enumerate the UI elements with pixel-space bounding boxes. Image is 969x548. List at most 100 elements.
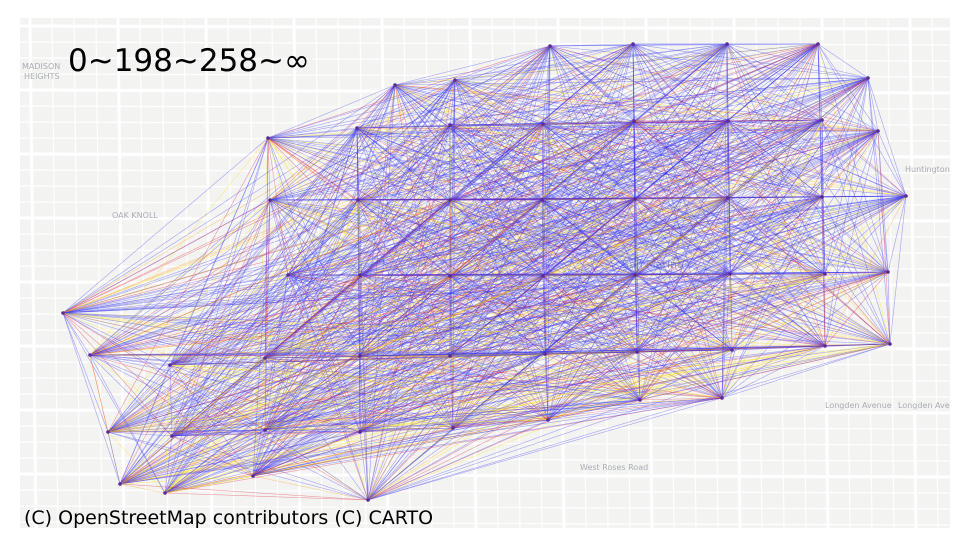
edge — [252, 197, 729, 477]
edge — [164, 355, 361, 494]
node — [358, 273, 362, 277]
edge — [252, 351, 638, 477]
edge — [264, 345, 826, 431]
edge — [542, 119, 823, 277]
edge — [721, 273, 731, 399]
edge — [264, 127, 358, 431]
edge — [544, 273, 731, 355]
edge — [89, 274, 636, 356]
edge — [171, 419, 549, 437]
edge — [367, 199, 451, 501]
edge — [356, 84, 396, 129]
street — [19, 41, 951, 46]
edge — [449, 79, 456, 357]
edge — [359, 274, 451, 357]
edge — [269, 199, 826, 275]
edge — [394, 84, 731, 275]
edge — [169, 345, 826, 366]
edge — [727, 120, 733, 351]
edge — [171, 355, 361, 437]
edge — [887, 195, 907, 273]
edge — [264, 137, 269, 431]
edge — [164, 274, 636, 494]
edge — [62, 312, 266, 359]
edge — [267, 120, 729, 139]
edge — [287, 120, 635, 276]
edge — [542, 120, 729, 125]
edge — [62, 273, 731, 314]
edge — [119, 419, 549, 485]
edge — [634, 197, 729, 200]
edge — [549, 45, 636, 276]
edge — [356, 45, 551, 129]
street — [19, 313, 951, 318]
edge — [549, 45, 826, 347]
edge — [454, 79, 907, 197]
edge — [264, 351, 638, 431]
edge — [542, 123, 723, 399]
edge — [287, 274, 826, 347]
edge — [164, 43, 819, 494]
edge — [171, 199, 543, 437]
edge — [727, 197, 826, 347]
edge — [269, 120, 635, 201]
edge — [264, 43, 819, 431]
edge — [62, 312, 173, 437]
edge — [542, 271, 889, 277]
edge — [359, 45, 551, 276]
street — [732, 17, 742, 529]
edge — [359, 43, 634, 276]
edge — [367, 397, 723, 501]
edge — [367, 198, 636, 501]
edge — [547, 43, 819, 421]
edge — [164, 45, 551, 494]
edge — [267, 137, 271, 201]
edge — [541, 123, 544, 201]
edge — [729, 273, 891, 345]
edge — [731, 195, 907, 351]
edge — [549, 45, 733, 351]
street — [19, 57, 951, 62]
edge — [264, 275, 544, 431]
street — [19, 393, 951, 398]
edge — [169, 364, 254, 477]
edge — [119, 274, 361, 485]
edge — [119, 273, 826, 485]
street — [931, 17, 939, 529]
edge — [634, 198, 889, 273]
edge — [107, 429, 266, 433]
edge — [356, 43, 728, 129]
edge — [544, 198, 636, 355]
edge — [62, 273, 826, 314]
node — [633, 197, 637, 201]
edge — [634, 196, 823, 276]
edge — [119, 351, 638, 485]
edge — [119, 475, 254, 485]
edge — [356, 119, 823, 129]
edge — [547, 273, 826, 421]
edge — [394, 84, 729, 122]
edge — [252, 355, 361, 477]
edge — [549, 43, 819, 47]
street — [28, 17, 38, 529]
edge — [449, 274, 636, 357]
edge — [454, 79, 823, 198]
edge — [357, 199, 369, 501]
edge — [119, 77, 869, 485]
edge — [542, 120, 635, 277]
edge — [394, 84, 451, 277]
edge — [359, 274, 641, 401]
edge — [367, 196, 823, 501]
edge — [359, 130, 879, 276]
edge — [252, 198, 636, 477]
edge — [454, 79, 636, 200]
edge — [454, 79, 826, 275]
edge — [549, 45, 731, 275]
edge — [454, 79, 729, 199]
edge — [542, 123, 733, 351]
edge — [729, 195, 907, 275]
edge — [542, 197, 729, 277]
edge — [449, 124, 641, 401]
edge — [164, 353, 546, 494]
edge — [359, 119, 823, 433]
